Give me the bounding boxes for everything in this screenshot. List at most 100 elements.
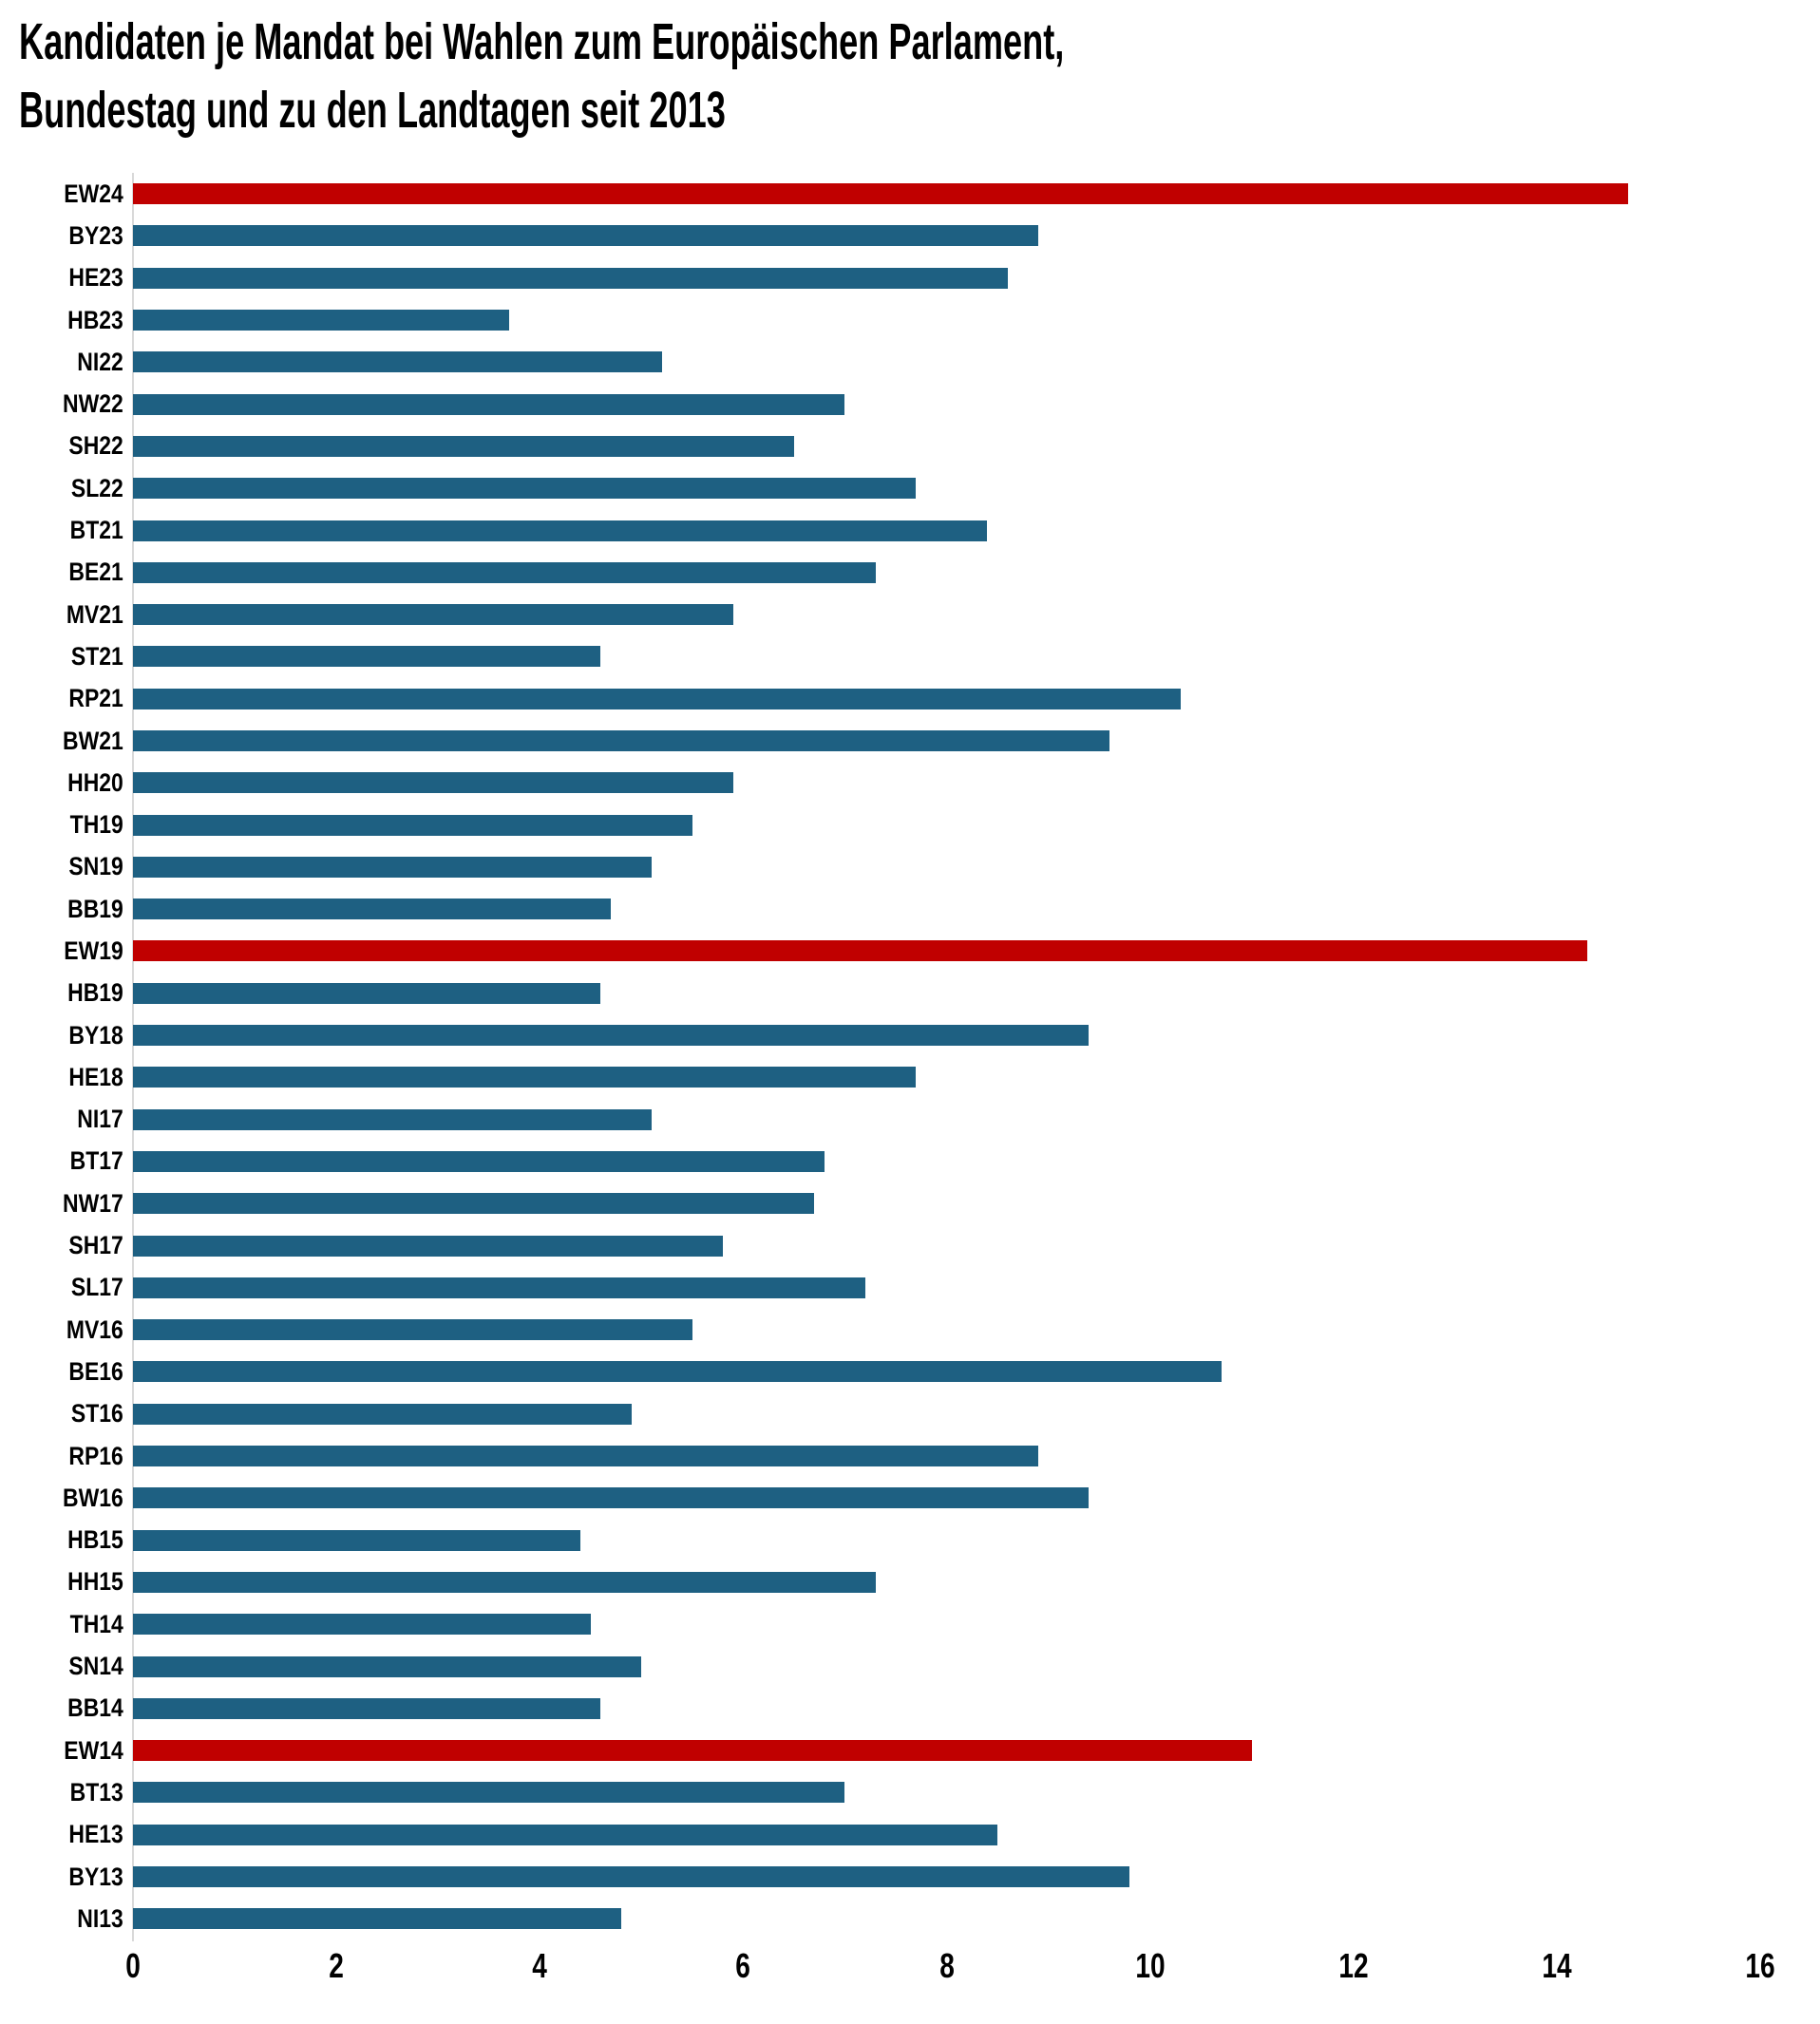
bar-track <box>133 1056 1760 1098</box>
category-label: HE18 <box>68 1062 123 1091</box>
chart-row: HE13 <box>0 1814 1820 1856</box>
category-label: ST16 <box>70 1399 123 1428</box>
bar-track <box>133 383 1760 425</box>
chart-row: EW14 <box>0 1730 1820 1771</box>
category-label: EW14 <box>64 1735 123 1765</box>
x-axis-tick-label: 6 <box>735 1946 751 1985</box>
chart-row: BY18 <box>0 1014 1820 1056</box>
category-label: BB14 <box>67 1693 123 1723</box>
category-label: BT17 <box>69 1146 123 1176</box>
bar-sn19 <box>133 856 653 878</box>
chart-row: BW16 <box>0 1477 1820 1519</box>
bar-track <box>133 341 1760 383</box>
bar-track <box>133 1771 1760 1813</box>
bar-ew14 <box>133 1740 1252 1762</box>
bar-sh22 <box>133 435 794 457</box>
chart-row: BE21 <box>0 552 1820 594</box>
chart-row: HH20 <box>0 762 1820 804</box>
chart-row: SL17 <box>0 1267 1820 1309</box>
category-label: TH14 <box>69 1609 123 1638</box>
chart-row: SL22 <box>0 467 1820 509</box>
x-axis-tick-label: 8 <box>938 1946 955 1985</box>
category-label: BW16 <box>63 1483 123 1512</box>
bar-track <box>133 1603 1760 1645</box>
chart-row: BT13 <box>0 1771 1820 1813</box>
category-label: NI17 <box>77 1105 123 1134</box>
bar-track <box>133 1856 1760 1898</box>
chart-row: SH22 <box>0 426 1820 467</box>
bar-track <box>133 1014 1760 1056</box>
chart-row: BY13 <box>0 1856 1820 1898</box>
category-label: EW24 <box>64 179 123 208</box>
category-label: NI13 <box>77 1903 123 1933</box>
bar-sl17 <box>133 1277 865 1298</box>
chart-row: TH14 <box>0 1603 1820 1645</box>
chart-title: Kandidaten je Mandat bei Wahlen zum Euro… <box>19 8 1064 144</box>
bar-track <box>133 1267 1760 1309</box>
bar-track <box>133 1898 1760 1939</box>
chart-row: BB19 <box>0 888 1820 930</box>
category-label: HE13 <box>68 1820 123 1849</box>
category-label: RP16 <box>68 1441 123 1470</box>
bar-track <box>133 257 1760 299</box>
category-label: SH22 <box>68 431 123 461</box>
chart-row: BT21 <box>0 509 1820 551</box>
y-axis-line <box>132 173 134 1941</box>
bar-sh17 <box>133 1235 723 1257</box>
category-label: HB15 <box>67 1525 123 1555</box>
bar-bw16 <box>133 1487 1090 1509</box>
chart-row: MV16 <box>0 1309 1820 1351</box>
bar-track <box>133 1520 1760 1561</box>
category-label: ST21 <box>70 641 123 671</box>
bar-be21 <box>133 561 876 583</box>
bar-track <box>133 804 1760 845</box>
bar-track <box>133 299 1760 341</box>
chart-row: BE16 <box>0 1351 1820 1392</box>
bar-ni22 <box>133 351 662 373</box>
bar-hb19 <box>133 982 601 1004</box>
bar-track <box>133 594 1760 635</box>
x-axis-tick-label: 10 <box>1135 1946 1166 1985</box>
bar-track <box>133 1688 1760 1730</box>
chart-title-line1: Kandidaten je Mandat bei Wahlen zum Euro… <box>19 13 1065 70</box>
bar-track <box>133 1351 1760 1392</box>
bar-track <box>133 762 1760 804</box>
bar-st16 <box>133 1403 632 1425</box>
category-label: BB19 <box>67 894 123 923</box>
bar-track <box>133 509 1760 551</box>
category-label: HB19 <box>67 978 123 1008</box>
chart-row: SN19 <box>0 846 1820 888</box>
bar-mv16 <box>133 1319 692 1341</box>
bar-bt21 <box>133 520 988 541</box>
category-label: TH19 <box>69 810 123 840</box>
chart-row: TH19 <box>0 804 1820 845</box>
chart-row: SH17 <box>0 1224 1820 1266</box>
bar-mv21 <box>133 604 733 626</box>
bar-track <box>133 1645 1760 1687</box>
bar-track <box>133 635 1760 677</box>
bar-st21 <box>133 646 601 668</box>
bar-ew19 <box>133 940 1587 962</box>
bar-th19 <box>133 814 692 836</box>
category-label: SL17 <box>70 1273 123 1302</box>
chart-row: BB14 <box>0 1688 1820 1730</box>
bar-track <box>133 1309 1760 1351</box>
bar-track <box>133 678 1760 720</box>
bar-he13 <box>133 1824 998 1845</box>
chart-row: HB15 <box>0 1520 1820 1561</box>
bar-he23 <box>133 267 1008 289</box>
chart-row: RP21 <box>0 678 1820 720</box>
bar-track <box>133 1477 1760 1519</box>
x-axis-tick-label: 12 <box>1338 1946 1369 1985</box>
category-label: EW19 <box>64 936 123 965</box>
category-label: HE23 <box>68 263 123 293</box>
category-label: SN14 <box>68 1652 123 1681</box>
chart-row: BT17 <box>0 1141 1820 1182</box>
bar-track <box>133 973 1760 1014</box>
x-axis: 0 2 4 6 8 10 12 14 16 <box>125 1946 1774 1989</box>
category-label: SN19 <box>68 852 123 881</box>
bar-ni13 <box>133 1908 621 1930</box>
category-label: BY23 <box>68 220 123 250</box>
bar-sl22 <box>133 478 917 500</box>
category-label: NW22 <box>63 389 123 419</box>
